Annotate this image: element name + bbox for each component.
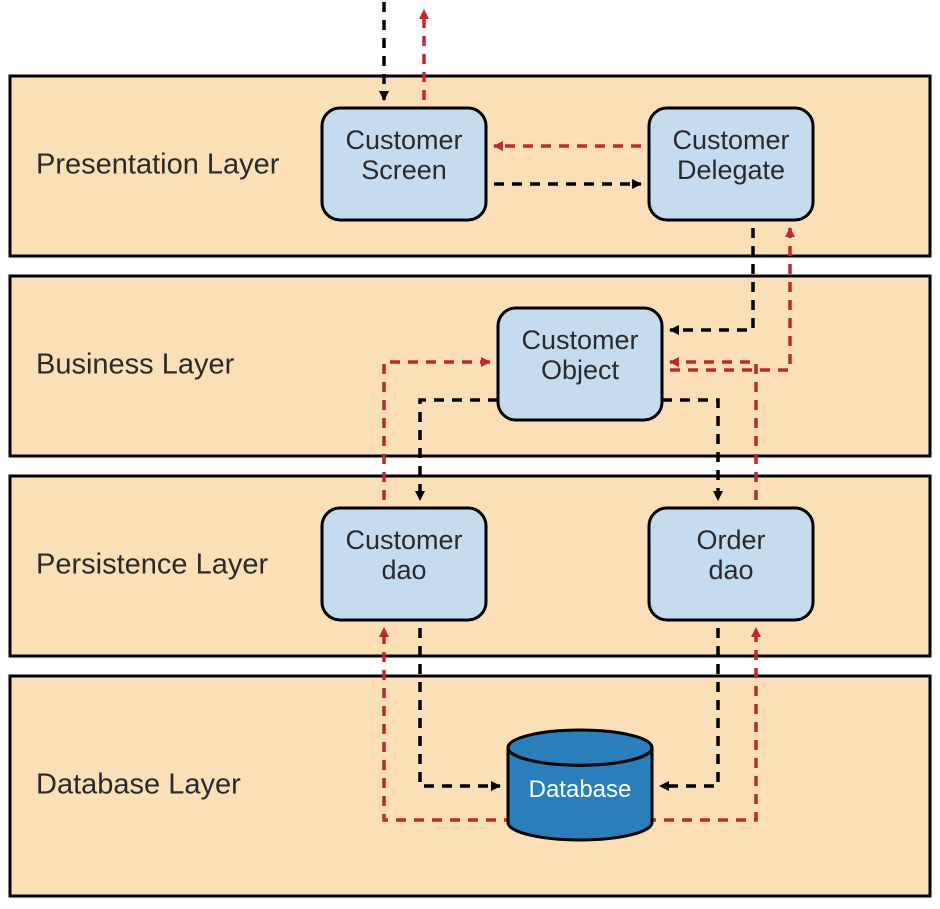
database-label: Database bbox=[529, 776, 632, 803]
node-customer-dao: Customerdao bbox=[322, 508, 486, 620]
node-label-customer-delegate: CustomerDelegate bbox=[672, 125, 789, 185]
layer-label-persistence: Persistence Layer bbox=[36, 549, 268, 581]
node-label-customer-screen: CustomerScreen bbox=[345, 125, 462, 185]
layer-business: Business Layer bbox=[10, 276, 930, 456]
node-customer-screen: CustomerScreen bbox=[322, 108, 486, 220]
node-customer-delegate: CustomerDelegate bbox=[649, 108, 813, 220]
node-customer-object: CustomerObject bbox=[498, 308, 662, 420]
layer-label-business: Business Layer bbox=[36, 349, 235, 381]
node-database: Database bbox=[508, 730, 652, 840]
layer-label-presentation: Presentation Layer bbox=[36, 149, 280, 181]
node-order-dao: Orderdao bbox=[649, 508, 813, 620]
layer-label-database: Database Layer bbox=[36, 769, 241, 801]
